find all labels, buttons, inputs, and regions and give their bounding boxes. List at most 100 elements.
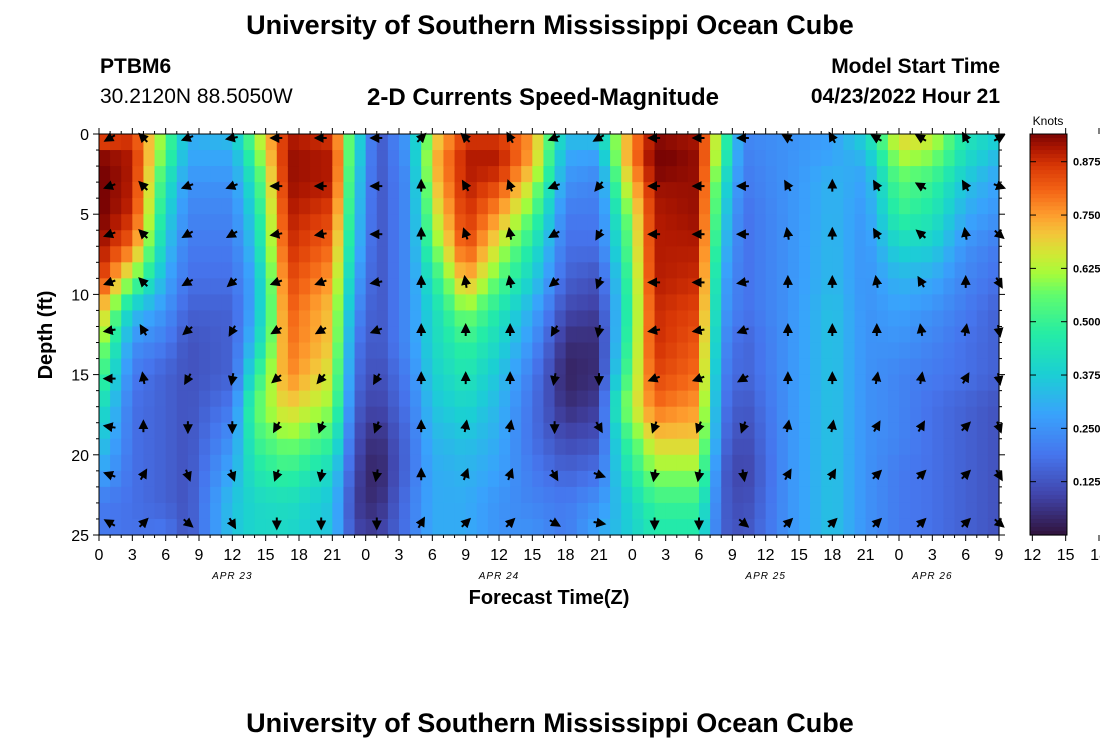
- heatmap-cell: [710, 166, 722, 183]
- heatmap-cell: [865, 390, 878, 408]
- heatmap-cell: [465, 150, 478, 167]
- heatmap-cell: [532, 182, 545, 199]
- heatmap-cell: [821, 262, 833, 279]
- heatmap-cell: [899, 182, 911, 199]
- heatmap-cell: [99, 166, 111, 183]
- heatmap-cell: [665, 166, 678, 183]
- heatmap-cell: [776, 182, 789, 199]
- heatmap-cell: [276, 486, 289, 504]
- heatmap-cell: [187, 374, 200, 392]
- heatmap-cell: [710, 278, 722, 295]
- heatmap-cell: [221, 230, 233, 247]
- heatmap-cell: [110, 134, 122, 151]
- heatmap-cell: [799, 294, 811, 312]
- heatmap-cell: [165, 374, 178, 392]
- heatmap-cell: [676, 294, 689, 312]
- heatmap-cell: [543, 150, 556, 167]
- current-vector: [270, 324, 283, 335]
- heatmap-cell: [143, 486, 156, 504]
- heatmap-cell: [787, 454, 800, 472]
- current-vector: [871, 469, 883, 481]
- colorbar-swatch: [1030, 134, 1067, 139]
- heatmap-cell: [387, 230, 400, 247]
- heatmap-cell: [665, 518, 678, 536]
- heatmap-cell: [365, 374, 378, 392]
- heatmap-cell: [899, 246, 911, 263]
- heatmap-cell: [99, 294, 111, 312]
- heatmap-cell: [687, 150, 700, 167]
- current-vector: [916, 323, 927, 337]
- heatmap-cell: [832, 150, 845, 167]
- heatmap-cell: [332, 246, 345, 263]
- heatmap-cell: [899, 198, 911, 215]
- heatmap-cell: [310, 134, 322, 151]
- colorbar-swatch: [1030, 350, 1067, 356]
- heatmap-cell: [554, 310, 567, 328]
- heatmap-cell: [654, 294, 667, 312]
- heatmap-cell: [265, 518, 278, 536]
- heatmap-cell: [454, 294, 467, 312]
- heatmap-cell: [287, 374, 300, 392]
- heatmap-cell: [987, 182, 1000, 199]
- heatmap-cell: [787, 326, 800, 344]
- heatmap-cell: [99, 390, 111, 408]
- heatmap-cell: [843, 438, 856, 456]
- current-vector: [915, 420, 926, 433]
- heatmap-cell: [710, 182, 722, 199]
- heatmap-cell: [421, 262, 433, 279]
- heatmap-cell: [554, 198, 567, 215]
- heatmap-cell: [576, 374, 589, 392]
- heatmap-cell: [343, 358, 356, 376]
- heatmap-cell: [787, 374, 800, 392]
- heatmap-cell: [910, 502, 922, 520]
- heatmap-cell: [465, 342, 478, 360]
- colorbar-swatch: [1030, 142, 1067, 147]
- heatmap-cell: [299, 182, 311, 199]
- heatmap-cell: [787, 390, 800, 408]
- heatmap-cell: [165, 406, 178, 424]
- heatmap-cell: [587, 230, 600, 247]
- heatmap-cell: [654, 502, 667, 520]
- heatmap-cell: [521, 358, 533, 376]
- heatmap-cell: [832, 214, 845, 231]
- heatmap-cell: [99, 358, 111, 376]
- heatmap-cell: [576, 502, 589, 520]
- heatmap-cell: [243, 470, 256, 488]
- heatmap-cell: [621, 150, 633, 167]
- heatmap-cell: [154, 150, 167, 167]
- heatmap-cell: [332, 518, 345, 536]
- heatmap-cell: [687, 134, 700, 151]
- heatmap-cell: [821, 470, 833, 488]
- heatmap-cell: [421, 406, 433, 424]
- heatmap-cell: [776, 310, 789, 328]
- colorbar-swatch: [1030, 406, 1067, 412]
- heatmap-cell: [965, 230, 978, 247]
- heatmap-cell: [99, 502, 111, 520]
- current-vector: [960, 469, 972, 481]
- heatmap-cell: [676, 470, 689, 488]
- heatmap-cell: [732, 326, 745, 344]
- colorbar-swatch: [1030, 254, 1067, 259]
- heatmap-cell: [432, 150, 445, 167]
- heatmap-cell: [554, 214, 567, 231]
- heatmap-cell: [654, 326, 667, 344]
- heatmap-cell: [176, 422, 189, 440]
- heatmap-cell: [687, 438, 700, 456]
- heatmap-cell: [876, 262, 889, 279]
- heatmap-cell: [110, 150, 122, 167]
- heatmap-cell: [276, 294, 289, 312]
- current-vector: [784, 179, 794, 192]
- heatmap-cell: [776, 326, 789, 344]
- heatmap-cell: [332, 214, 345, 231]
- heatmap-cell: [676, 198, 689, 215]
- heatmap-cell: [810, 358, 822, 376]
- heatmap-cell: [610, 422, 622, 440]
- heatmap-cell: [910, 246, 922, 263]
- heatmap-cell: [321, 310, 333, 328]
- heatmap-cell: [899, 438, 911, 456]
- heatmap-cell: [176, 278, 189, 295]
- heatmap-cell: [732, 342, 745, 360]
- heatmap-cell: [499, 262, 511, 279]
- heatmap-cell: [854, 406, 867, 424]
- heatmap-cell: [754, 422, 767, 440]
